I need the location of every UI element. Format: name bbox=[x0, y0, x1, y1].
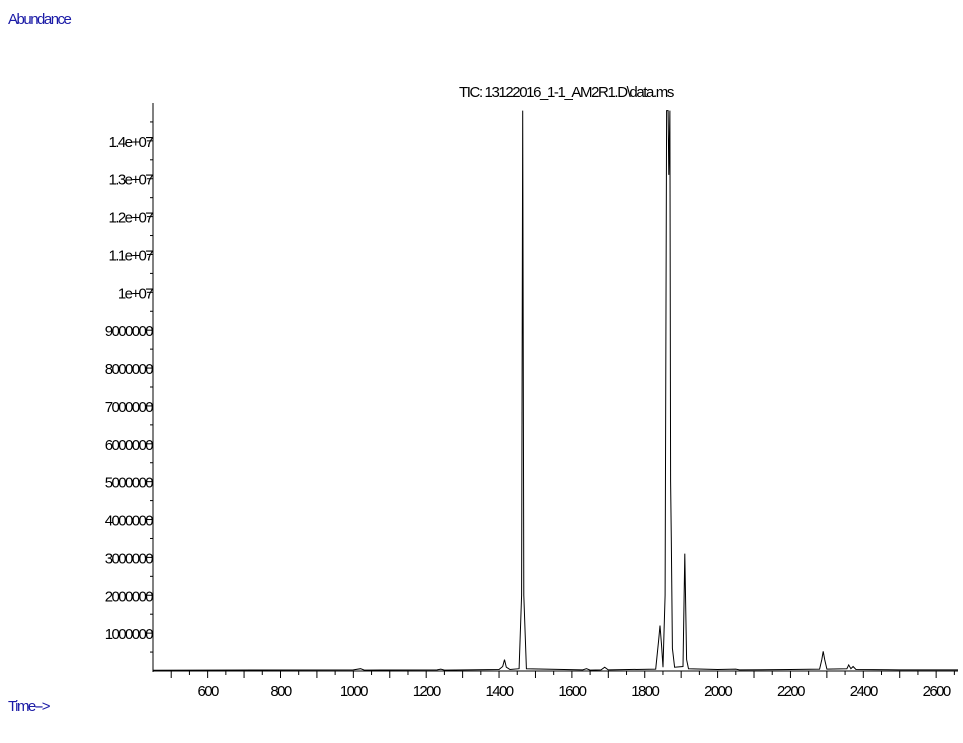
chart-title: TIC: 13122016_1-1_AM2R1.D\data.ms bbox=[459, 84, 674, 101]
y-tick-label: 3000000 bbox=[105, 550, 153, 567]
x-tick-label: 1600 bbox=[558, 683, 586, 700]
y-tick-label: 9000000 bbox=[105, 323, 153, 340]
x-tick-label: 1400 bbox=[486, 683, 514, 700]
y-tick-label: 1.3e+07 bbox=[109, 172, 154, 189]
y-axis-ticks: 1000000 2000000 3000000 4000000 5000000 60000… bbox=[105, 121, 155, 653]
tic-series-line bbox=[152, 110, 958, 671]
x-tick-label: 1200 bbox=[413, 683, 441, 700]
x-tick-label: 800 bbox=[270, 683, 291, 700]
y-tick-label: 5000000 bbox=[105, 475, 153, 492]
y-tick-label: 4000000 bbox=[105, 513, 153, 530]
y-tick-label: 2000000 bbox=[105, 588, 153, 605]
y-tick-label: 1.4e+07 bbox=[109, 134, 154, 151]
x-tick-label: 2600 bbox=[923, 683, 951, 700]
x-axis-ticks: 600 800 1000 1200 1400 1600 1800 2000 2200 2400 26… bbox=[170, 671, 955, 700]
y-tick-label: 1.1e+07 bbox=[109, 247, 154, 264]
y-tick-label: 1000000 bbox=[105, 626, 153, 643]
y-tick-label: 1e+07 bbox=[118, 285, 153, 302]
y-axis-label: Abundance bbox=[8, 11, 72, 28]
x-axis-label: Time--> bbox=[8, 698, 51, 715]
x-tick-label: 2200 bbox=[777, 683, 805, 700]
x-tick-label: 1000 bbox=[340, 683, 368, 700]
x-tick-label: 2000 bbox=[704, 683, 732, 700]
y-tick-label: 7000000 bbox=[105, 399, 153, 416]
y-tick-label: 8000000 bbox=[105, 361, 153, 378]
y-tick-label: 6000000 bbox=[105, 437, 153, 454]
x-tick-label: 2400 bbox=[850, 683, 878, 700]
x-tick-label: 1800 bbox=[631, 683, 659, 700]
y-tick-label: 1.2e+07 bbox=[109, 210, 154, 227]
x-tick-label: 600 bbox=[198, 683, 219, 700]
